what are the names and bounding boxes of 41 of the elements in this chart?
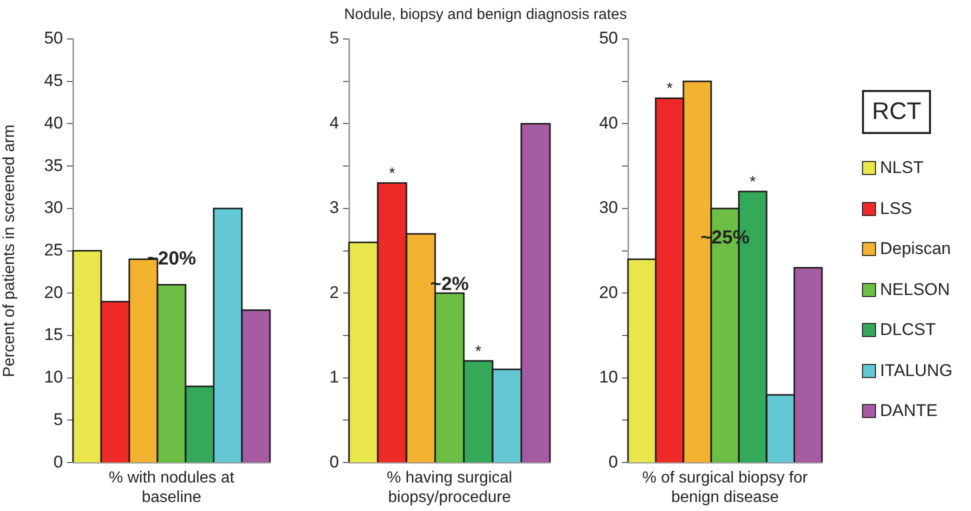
y-tick-label: 5: [330, 28, 339, 48]
y-tick-label: 0: [330, 452, 339, 472]
chart-title: Nodule, biopsy and benign diagnosis rates: [343, 6, 628, 23]
legend-label: LSS: [880, 198, 912, 219]
y-tick-label: 25: [44, 240, 63, 260]
y-tick-label: 4: [330, 113, 339, 132]
y-tick-label: 20: [44, 282, 63, 302]
y-tick-label: 1: [330, 368, 339, 387]
annotation: ~20%: [146, 248, 196, 270]
y-tick-label: 50: [599, 28, 618, 48]
legend-label: DANTE: [880, 401, 938, 422]
y-tick-label: 40: [599, 113, 618, 132]
legend-title: RCT: [862, 90, 932, 134]
x-axis-title: % having surgical biopsy/procedure: [386, 470, 512, 506]
y-tick-label: 50: [44, 28, 63, 48]
y-tick-label: 2: [330, 282, 339, 302]
y-tick-label: 3: [330, 198, 339, 218]
data-label: *: [388, 165, 396, 182]
y-tick-label: 35: [44, 156, 63, 175]
y-tick-label: 40: [44, 113, 63, 132]
x-axis-title: % with nodules at baseline: [108, 470, 235, 506]
y-tick-label: 0: [54, 452, 63, 472]
y-axis-title: Percent of patients in screened arm: [1, 124, 18, 378]
data-label: *: [475, 343, 482, 360]
y-tick-label: 10: [44, 368, 63, 387]
y-tick-label: 20: [599, 282, 618, 302]
legend-label: DLCST: [880, 320, 936, 340]
legend-label: ITALUNG: [880, 360, 952, 381]
legend-label: NLST: [880, 158, 924, 178]
data-label: *: [666, 80, 673, 98]
y-tick-label: 30: [599, 198, 618, 218]
x-axis-title: % of surgical biopsy for benign disease: [642, 470, 808, 506]
y-tick-label: 5: [54, 410, 63, 429]
legend-label: Depiscan: [880, 239, 951, 260]
y-tick-label: 45: [44, 71, 63, 90]
data-label: *: [750, 174, 756, 191]
y-tick-label: 30: [44, 198, 63, 218]
y-tick-label: 15: [44, 325, 63, 344]
legend-label: NELSON: [880, 280, 950, 300]
y-tick-label: 0: [608, 452, 618, 472]
y-tick-label: 10: [599, 368, 618, 387]
